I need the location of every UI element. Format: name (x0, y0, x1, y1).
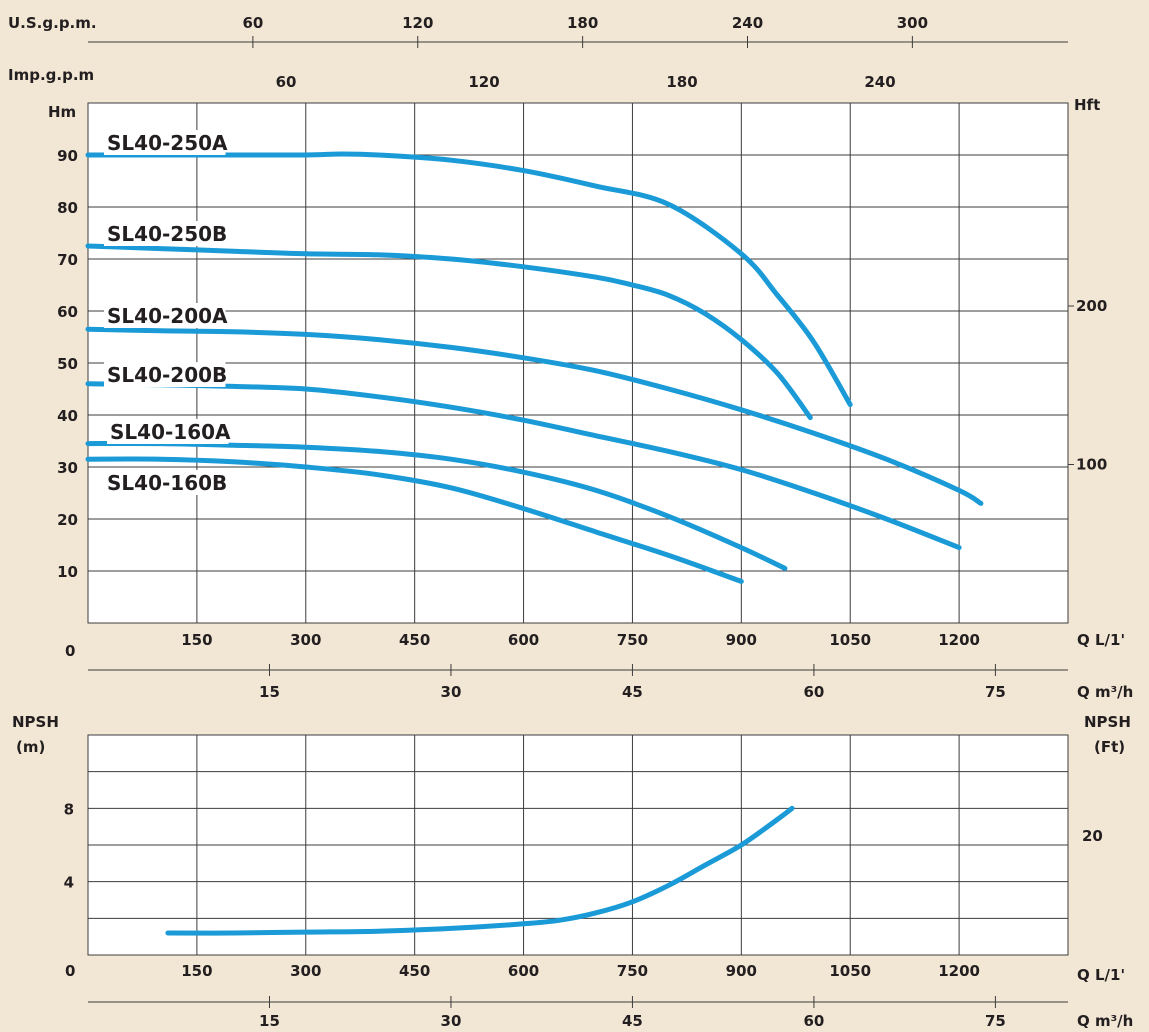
head-y-tick: 50 (57, 355, 78, 373)
head-x2-tick: 60 (803, 683, 824, 701)
npsh-x-tick: 600 (508, 962, 539, 980)
npsh-right-axis-label: NPSH (1084, 713, 1131, 731)
head-curve-sl40-200a (85, 326, 984, 506)
npsh-axis-ticks: 8 4 20 150 300 450 600 750 900 1050 1200 15 30 45 60 75 (64, 800, 1103, 1030)
head-x-tick: 150 (181, 631, 212, 649)
npsh-right-tick: 20 (1082, 827, 1103, 845)
us-gpm-label: U.S.g.p.m. (8, 14, 97, 32)
head-curve-label-bg (104, 303, 226, 328)
npsh-y-axis-label: NPSH (12, 713, 59, 731)
head-curve-label-bg (107, 419, 229, 444)
imp-gpm-tick: 240 (864, 73, 895, 91)
head-y-tick: 20 (57, 511, 78, 529)
head-curve-label: SL40-160A (110, 420, 231, 444)
head-curve-label: SL40-200A (107, 304, 228, 328)
npsh-y-tick: 4 (64, 874, 74, 892)
npsh-x-axis-label: Q L/1' (1077, 966, 1125, 984)
npsh-x2-tick: 60 (803, 1012, 824, 1030)
head-x-tick: 900 (726, 631, 757, 649)
head-curve-sl40-250a (85, 151, 853, 408)
npsh-y-zero-label: 0 (65, 962, 75, 980)
head-right-tick: 100 (1076, 456, 1107, 474)
head-x-tick: 600 (508, 631, 539, 649)
head-x-tick: 300 (290, 631, 321, 649)
npsh-y-axis-unit: (m) (16, 738, 45, 756)
head-curve-label-bg (104, 221, 226, 246)
head-y-tick: 70 (57, 251, 78, 269)
head-curve-label: SL40-160B (107, 471, 227, 495)
us-gpm-tick: 300 (897, 14, 928, 32)
npsh-x2-tick: 75 (985, 1012, 1006, 1030)
head-x2-tick: 15 (259, 683, 280, 701)
head-curve-label: SL40-250A (107, 131, 228, 155)
npsh-x2-tick: 45 (622, 1012, 643, 1030)
npsh-curve (165, 805, 795, 936)
head-right-tick: 200 (1076, 297, 1107, 315)
npsh-x-tick: 750 (617, 962, 648, 980)
head-x2-tick: 45 (622, 683, 643, 701)
head-x-tick: 1200 (938, 631, 980, 649)
head-curve-label: SL40-200B (107, 363, 227, 387)
head-x2-tick: 75 (985, 683, 1006, 701)
npsh-y-tick: 8 (64, 800, 74, 818)
npsh-x2-tick: 30 (441, 1012, 462, 1030)
us-gpm-tick: 60 (242, 14, 263, 32)
head-x-tick: 450 (399, 631, 430, 649)
head-x-tick: 750 (617, 631, 648, 649)
imp-gpm-tick: 120 (468, 73, 499, 91)
npsh-x2-tick: 15 (259, 1012, 280, 1030)
head-x2-axis-label: Q m³/h (1077, 683, 1133, 701)
head-y-tick: 30 (57, 459, 78, 477)
top-flow-scales: U.S.g.p.m. Imp.g.p.m 60 120 180 240 300 60 120… (8, 14, 1068, 91)
head-curve-sl40-250b (85, 243, 813, 421)
head-x-axis-label: Q L/1' (1077, 631, 1125, 649)
head-curve-label-bg (104, 470, 226, 495)
head-curve-sl40-160a (85, 440, 788, 571)
us-gpm-tick: 180 (567, 14, 598, 32)
npsh-x2-axis-label: Q m³/h (1077, 1012, 1133, 1030)
head-y-tick: 80 (57, 199, 78, 217)
head-y-zero-label: 0 (65, 642, 75, 660)
npsh-x-tick: 1200 (938, 962, 980, 980)
head-y-tick: 60 (57, 303, 78, 321)
imp-gpm-tick: 180 (666, 73, 697, 91)
us-gpm-tick: 120 (402, 14, 433, 32)
head-curve-labels: SL40-250A SL40-250B SL40-200A SL40-200B SL40… (104, 130, 231, 495)
npsh-curves (165, 805, 795, 936)
head-y-tick: 10 (57, 563, 78, 581)
npsh-x-tick: 150 (181, 962, 212, 980)
head-y-tick: 40 (57, 407, 78, 425)
us-gpm-tick: 240 (732, 14, 763, 32)
npsh-x-tick: 900 (726, 962, 757, 980)
head-x2-tick: 30 (441, 683, 462, 701)
imp-gpm-label: Imp.g.p.m (8, 66, 94, 84)
head-y-tick: 90 (57, 147, 78, 165)
head-y-axis-label: Hm (48, 103, 76, 121)
head-curve-sl40-160b (85, 456, 744, 584)
npsh-x-tick: 1050 (829, 962, 871, 980)
head-x-tick: 1050 (829, 631, 871, 649)
npsh-right-axis-unit: (Ft) (1094, 738, 1125, 756)
npsh-x-tick: 450 (399, 962, 430, 980)
head-curve-label-bg (104, 362, 226, 387)
head-grid (88, 103, 1068, 623)
head-curve-label-bg (104, 130, 226, 155)
imp-gpm-tick: 60 (276, 73, 297, 91)
head-curves (85, 151, 984, 584)
head-chart: SL40-250A SL40-250B SL40-200A SL40-200B SL40… (48, 96, 1133, 701)
head-curve-label: SL40-250B (107, 222, 227, 246)
head-right-axis-label: Hft (1074, 96, 1100, 114)
head-curve-sl40-200b (85, 381, 962, 551)
npsh-x-tick: 300 (290, 962, 321, 980)
npsh-chart: NPSH (m) NPSH (Ft) 0 8 4 20 150 300 450 600 750… (12, 713, 1133, 1030)
